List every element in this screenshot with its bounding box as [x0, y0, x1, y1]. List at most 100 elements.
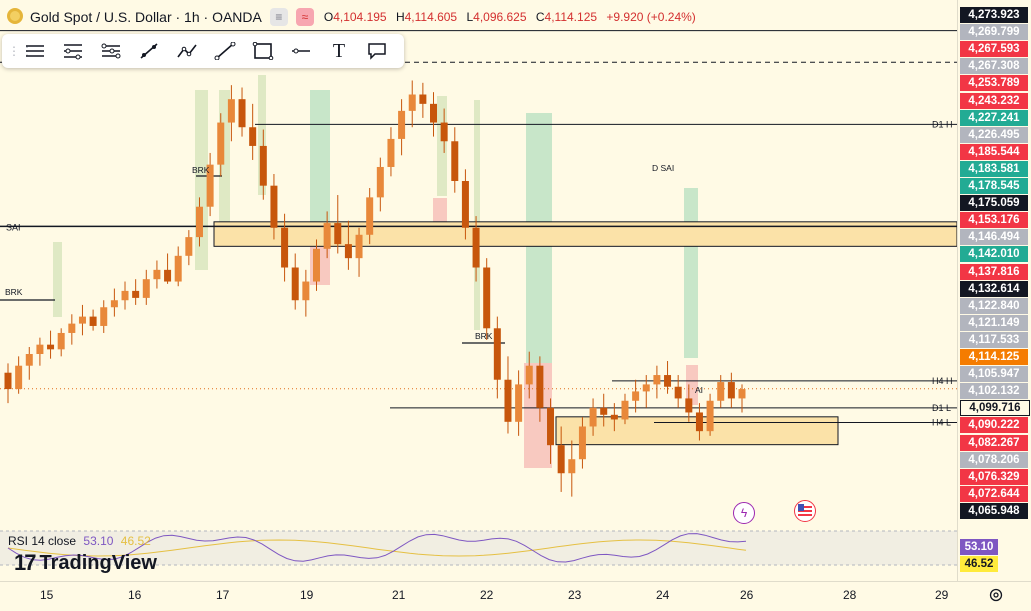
- ohlc-readout: O4,104.195 H4,114.605 L4,096.625 C4,114.…: [323, 10, 696, 24]
- time-tick-label: 29: [935, 588, 949, 602]
- candle-body: [504, 379, 512, 422]
- close-value: 4,114.125: [544, 10, 598, 24]
- candle-body: [47, 344, 55, 350]
- time-tick-label: 21: [392, 588, 406, 602]
- green-shade: [219, 90, 230, 240]
- time-tick-label: 17: [216, 588, 230, 602]
- candle-body: [270, 185, 278, 228]
- callout-icon[interactable]: [358, 36, 396, 66]
- pitchfork-icon[interactable]: [92, 36, 130, 66]
- time-tick-label: 15: [40, 588, 54, 602]
- rsi-label: RSI 14 close: [8, 534, 77, 548]
- candle-body: [185, 237, 193, 256]
- tradingview-mark: 17: [14, 550, 37, 575]
- fib-levels-icon[interactable]: [54, 36, 92, 66]
- chart-title: Gold Spot / U.S. Dollar · 1h · OANDA: [30, 9, 262, 25]
- symbol-icon: [6, 7, 24, 28]
- price-scale-label: 4,114.125: [960, 349, 1028, 365]
- price-scale-label: 4,076.329: [960, 468, 1028, 485]
- us-flag-event-icon[interactable]: [794, 500, 816, 522]
- annotation-label: D SAI: [652, 163, 674, 173]
- green-shade: [195, 90, 208, 270]
- candle-body: [568, 459, 576, 474]
- candle-body: [547, 407, 555, 446]
- candle-body: [578, 426, 586, 460]
- annotation-label: BRK: [475, 331, 493, 341]
- level-label: H4 H: [932, 376, 953, 386]
- price-scale-label: 4,072.644: [960, 485, 1028, 502]
- horizontal-lines-icon[interactable]: [16, 36, 54, 66]
- price-scale-label: 4,267.593: [960, 41, 1028, 58]
- price-scale-label: 4,065.948: [960, 502, 1028, 519]
- candle-body: [195, 206, 203, 238]
- trend-line-icon[interactable]: [130, 36, 168, 66]
- candle-body: [57, 332, 65, 350]
- path-icon[interactable]: [168, 36, 206, 66]
- candle-body: [334, 223, 342, 245]
- price-scale-label: 4,082.267: [960, 434, 1028, 451]
- annotation-label: AI: [695, 385, 703, 395]
- price-scale-label: 4,105.947: [960, 366, 1028, 383]
- candle-body: [557, 445, 565, 474]
- rsi-ma-line: [7, 539, 747, 557]
- grip-icon[interactable]: ⋮⋮: [8, 44, 34, 58]
- ray-icon[interactable]: [206, 36, 244, 66]
- candle-body: [323, 223, 331, 249]
- red-shade: [433, 198, 447, 226]
- candle-body: [653, 375, 661, 385]
- price-scale-label: 4,121.149: [960, 314, 1028, 331]
- annotation-label: BRK: [192, 165, 210, 175]
- compare-icon[interactable]: ≈: [295, 8, 314, 26]
- candle-body: [227, 99, 235, 123]
- level-label: D1 H: [932, 119, 953, 129]
- candle-body: [344, 244, 352, 259]
- text-icon[interactable]: T: [332, 39, 346, 62]
- candles: [4, 80, 746, 497]
- candle-body: [610, 414, 618, 420]
- candle-body: [493, 328, 501, 380]
- price-scale-label: 4,226.495: [960, 126, 1028, 143]
- time-axis[interactable]: 15 16 17 19 21 22 23 24 26 28 29: [0, 581, 1031, 611]
- candle-body: [4, 372, 12, 390]
- time-tick-label: 24: [656, 588, 670, 602]
- settings-icon[interactable]: [988, 587, 1004, 608]
- green-shade: [258, 75, 266, 195]
- annotations: BRK BRK BRK D SAI AI: [5, 163, 703, 395]
- drawing-toolbar: ⋮⋮ T: [2, 34, 404, 68]
- green-shade: [437, 96, 447, 196]
- chart-canvas[interactable]: SAI D1 H H4 H D1 L H4 L BRK BRK BRK D SAI AI: [0, 0, 957, 581]
- flash-event-icon[interactable]: ϟ: [733, 502, 755, 524]
- low-value: 4,096.625: [473, 10, 527, 24]
- candle-body: [238, 99, 246, 128]
- horizontal-line-icon[interactable]: [282, 36, 320, 66]
- green-shade: [474, 100, 480, 330]
- candle-body: [89, 316, 97, 326]
- time-tick-label: 22: [480, 588, 494, 602]
- price-axis[interactable]: 4,273.923 4,269.799 4,267.593 4,267.308 4,25…: [957, 0, 1031, 581]
- candle-body: [121, 290, 129, 301]
- green-shade: [310, 90, 330, 240]
- price-scale-label: 4,078.206: [960, 451, 1028, 468]
- price-scale-label: 4,178.545: [960, 178, 1028, 194]
- eye-icon[interactable]: ≡: [269, 8, 288, 26]
- annotation-label: BRK: [5, 287, 23, 297]
- candle-body: [642, 384, 650, 392]
- candle-body: [302, 281, 310, 301]
- candle-body: [206, 164, 214, 207]
- price-scale-label: 4,253.789: [960, 75, 1028, 92]
- candle-body: [461, 181, 469, 228]
- candle-body: [68, 323, 76, 333]
- candle-body: [291, 267, 299, 301]
- candle-body: [100, 307, 108, 326]
- candle-body: [419, 94, 427, 104]
- candle-body: [249, 127, 257, 146]
- candle-body: [695, 412, 703, 432]
- candle-body: [366, 197, 374, 235]
- rectangle-icon[interactable]: [244, 36, 282, 66]
- candle-body: [621, 400, 629, 420]
- candle-body: [472, 227, 480, 268]
- time-tick-label: 23: [568, 588, 582, 602]
- price-scale-label: 4,099.716: [960, 400, 1030, 417]
- price-scale-label: 4,273.923: [960, 7, 1028, 23]
- rsi-line: [7, 533, 747, 563]
